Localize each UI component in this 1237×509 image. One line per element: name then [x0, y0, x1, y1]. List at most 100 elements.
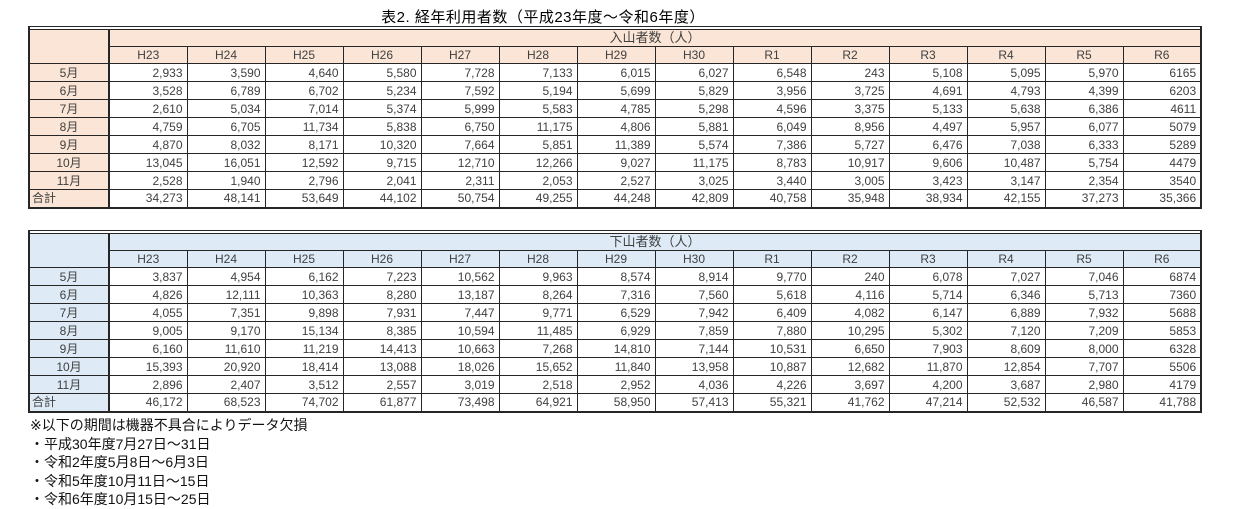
row-label: 6月	[28, 81, 110, 100]
cell: 5,727	[810, 135, 890, 154]
cell: 4,826	[108, 285, 188, 304]
cell: 6,750	[420, 117, 500, 136]
row-label: 合計	[28, 189, 110, 208]
cell: 6,476	[888, 135, 968, 154]
cell: 5,302	[888, 321, 968, 340]
cell: 3,423	[888, 171, 968, 190]
cell: 5,829	[654, 81, 734, 100]
cell: 7,728	[420, 63, 500, 82]
cell: 10,363	[264, 285, 344, 304]
col-header: H28	[498, 250, 578, 268]
cell: 7,268	[498, 339, 578, 358]
cell: 5,108	[888, 63, 968, 82]
cell: 3,440	[732, 171, 812, 190]
row-label: 11月	[28, 171, 110, 190]
cell: 11,610	[186, 339, 266, 358]
cell: 7,386	[732, 135, 812, 154]
col-header: H24	[186, 46, 266, 64]
cell: 13,045	[108, 153, 188, 172]
cell: 13,958	[654, 357, 734, 376]
cell: 3,375	[810, 99, 890, 118]
cell: 35,948	[810, 189, 890, 208]
footnotes: ※以下の期間は機器不具合によりデータ欠損 ・平成30年度7月27日～31日 ・令…	[30, 416, 307, 509]
col-header: H25	[264, 250, 344, 268]
cell: 6,705	[186, 117, 266, 136]
col-header: R5	[1044, 46, 1124, 64]
cell: 50,754	[420, 189, 500, 208]
cell: 7,120	[966, 321, 1046, 340]
cell: 3,512	[264, 375, 344, 394]
cell: 8,783	[732, 153, 812, 172]
footnote-line: ・平成30年度7月27日～31日	[30, 435, 211, 452]
cell: 42,155	[966, 189, 1046, 208]
cell: 68,523	[186, 393, 266, 412]
cell: 16,051	[186, 153, 266, 172]
cell: 1,940	[186, 171, 266, 190]
cell: 2,952	[576, 375, 656, 394]
cell: 6,160	[108, 339, 188, 358]
cell: 46,172	[108, 393, 188, 412]
cell: 9,005	[108, 321, 188, 340]
cell: 5,970	[1044, 63, 1124, 82]
cell: 6203	[1122, 81, 1202, 100]
cell: 8,000	[1044, 339, 1124, 358]
cell: 4,793	[966, 81, 1046, 100]
cell: 4,082	[810, 303, 890, 322]
row-label: 5月	[28, 267, 110, 286]
cell: 5,838	[342, 117, 422, 136]
cell: 8,264	[498, 285, 578, 304]
cell: 4479	[1122, 153, 1202, 172]
cell: 2,041	[342, 171, 422, 190]
cell: 6,702	[264, 81, 344, 100]
cell: 40,758	[732, 189, 812, 208]
cell: 2,610	[108, 99, 188, 118]
cell: 6328	[1122, 339, 1202, 358]
cell: 11,175	[498, 117, 578, 136]
cell: 4,399	[1044, 81, 1124, 100]
cell: 18,026	[420, 357, 500, 376]
cell: 44,102	[342, 189, 422, 208]
row-label: 合計	[28, 393, 110, 412]
col-header: R2	[810, 250, 890, 268]
cell: 10,887	[732, 357, 812, 376]
cell: 14,413	[342, 339, 422, 358]
cell: 14,810	[576, 339, 656, 358]
cell: 10,562	[420, 267, 500, 286]
cell: 13,187	[420, 285, 500, 304]
cell: 4,596	[732, 99, 812, 118]
row-label: 6月	[28, 285, 110, 304]
cell: 7,560	[654, 285, 734, 304]
cell: 12,682	[810, 357, 890, 376]
cell: 61,877	[342, 393, 422, 412]
cell: 5,957	[966, 117, 1046, 136]
cell: 5,194	[498, 81, 578, 100]
cell: 6,147	[888, 303, 968, 322]
cell: 4611	[1122, 99, 1202, 118]
cell: 6874	[1122, 267, 1202, 286]
cell: 6,889	[966, 303, 1046, 322]
cell: 4,497	[888, 117, 968, 136]
cell: 5,713	[1044, 285, 1124, 304]
cell: 55,321	[732, 393, 812, 412]
cell: 12,111	[186, 285, 266, 304]
cell: 6,078	[888, 267, 968, 286]
cell: 8,171	[264, 135, 344, 154]
col-header: R3	[888, 46, 968, 64]
cell: 10,663	[420, 339, 500, 358]
cell: 6,789	[186, 81, 266, 100]
cell: 5,298	[654, 99, 734, 118]
footnote-line: ・令和2年度5月8日～6月3日	[30, 454, 209, 470]
row-label: 9月	[28, 135, 110, 154]
cell: 2,796	[264, 171, 344, 190]
footnote-line: ・令和5年度10月11日～15日	[30, 472, 210, 489]
cell: 5,234	[342, 81, 422, 100]
cell: 7,351	[186, 303, 266, 322]
cell: 5,133	[888, 99, 968, 118]
cell: 5853	[1122, 321, 1202, 340]
cell: 2,527	[576, 171, 656, 190]
cell: 7,592	[420, 81, 500, 100]
cell: 11,485	[498, 321, 578, 340]
cell: 3,697	[810, 375, 890, 394]
cell: 5289	[1122, 135, 1202, 154]
cell: 6,162	[264, 267, 344, 286]
